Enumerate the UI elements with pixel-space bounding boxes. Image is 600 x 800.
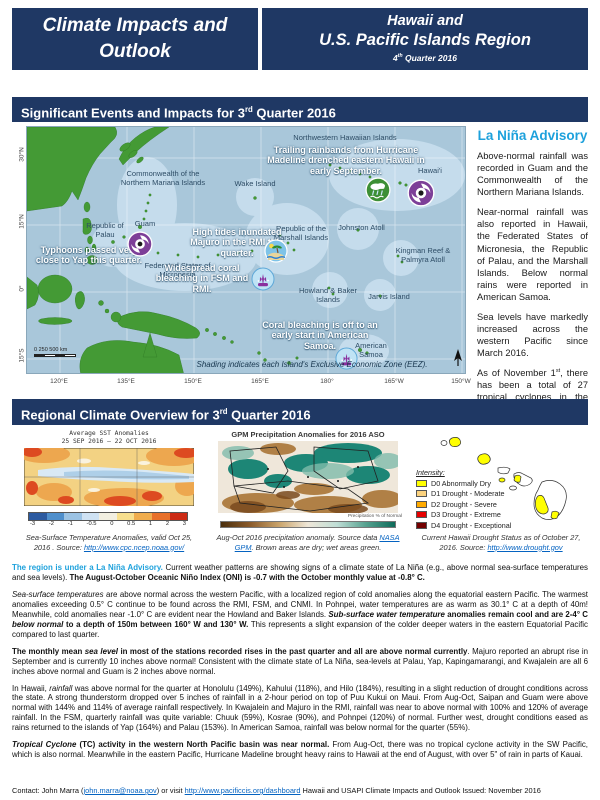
contact-footer: Contact: John Marra (john.marra@noaa.gov… — [12, 786, 541, 795]
gpm-colorbar — [220, 521, 396, 528]
north-arrow — [453, 349, 463, 372]
map-label-nwhi: Northwestern Hawaiian Islands — [293, 133, 397, 142]
graticule — [27, 127, 465, 373]
coral-bleaching-icon — [251, 267, 275, 296]
gpm-map-graphic — [218, 441, 398, 513]
map-label-johnston: Johnston Atoll — [338, 223, 385, 232]
pacific-map-graphic — [27, 127, 465, 373]
map-callout-majuro-tides: High tides inundated Majuro in the RMI t… — [190, 227, 284, 258]
section-overview-banner: Regional Climate Overview for 3rd Quarte… — [12, 399, 588, 425]
lat-tick: 15°N — [18, 214, 26, 229]
advisory-paragraph: Near-normal rainfall was also reported i… — [477, 207, 588, 302]
drought-legend: Intensity: D0 Abnormally Dry D1 Drought … — [416, 468, 511, 530]
legend-item: D3 Drought - Extreme — [416, 510, 511, 519]
lon-tick: 180° — [320, 378, 334, 385]
advisory-title: La Niña Advisory — [477, 128, 588, 143]
la-nina-advisory-panel: La Niña Advisory Above-normal rainfall w… — [477, 128, 588, 414]
map-label-wake: Wake Island — [234, 179, 276, 188]
lon-tick: 150°W — [451, 378, 471, 385]
lon-tick: 165°E — [251, 378, 269, 385]
legend-item: D2 Drought - Severe — [416, 500, 511, 509]
map-callout-madeline: Trailing rainbands from Hurricane Madeli… — [267, 145, 425, 176]
map-callout-coral-fsm: Widespread coral bleaching in FSM and RM… — [155, 263, 249, 294]
report-title: Climate Impacts and Outlook — [42, 15, 228, 62]
d1-swatch — [416, 490, 427, 497]
map-label-kingman: Kingman Reef & Palmyra Atoll — [395, 246, 451, 264]
advisory-paragraph: Sea levels have markedly increased acros… — [477, 311, 588, 359]
gpm-caption: Aug-Oct 2016 precipitation anomaly. Sour… — [216, 533, 400, 552]
map-label-fsm: Federated States of Micronesia — [144, 261, 211, 279]
scale-bar: 0 250 500 km — [34, 347, 76, 357]
section-events-banner: Significant Events and Impacts for 3rd Q… — [12, 97, 588, 122]
d3-swatch — [416, 511, 427, 518]
coral-bleaching-icon — [335, 347, 358, 373]
map-label-guam: Guam — [134, 219, 156, 228]
hurricane-icon — [407, 179, 435, 212]
legend-item: D4 Drought - Exceptional — [416, 521, 511, 530]
lon-tick: 150°E — [184, 378, 202, 385]
hurricane-icon — [127, 231, 153, 262]
sst-map-graphic — [24, 447, 194, 506]
paragraph-sst: Sea-surface temperatures are above norma… — [12, 589, 589, 639]
map-label-hawaii: Hawai'i — [418, 166, 442, 175]
map-label-jarvis: Jarvis Island — [368, 292, 410, 301]
report-title-box: Climate Impacts and Outlook — [12, 8, 258, 70]
d2-swatch — [416, 500, 427, 508]
drought-legend-title: Intensity: — [416, 468, 445, 477]
dashboard-link[interactable]: http://www.pacificcis.org/dashboard — [184, 786, 301, 795]
contact-email-link[interactable]: john.marra@noaa.gov — [83, 786, 157, 795]
map-label-cnmi: Commonwealth of the Northern Mariana Isl… — [120, 169, 206, 187]
sst-caption: Sea-Surface Temperature Anomalies, valid… — [25, 533, 193, 552]
figures-row: Average SST Anomalies 25 SEP 2016 – 22 OC… — [12, 430, 588, 562]
eez-note: Shading indicates each Island's Exclusiv… — [196, 360, 428, 369]
d4-swatch — [416, 521, 427, 529]
lat-tick: 0° — [18, 285, 26, 292]
drought-figure: Intensity: D0 Abnormally Dry D1 Drought … — [414, 430, 588, 562]
rainstorm-icon — [365, 177, 391, 208]
sst-source-link[interactable]: http://www.cpc.ncep.noaa.gov/ — [83, 542, 185, 552]
lon-tick: 135°E — [117, 378, 135, 385]
map-label-am-samoa: American Samoa — [355, 341, 387, 359]
map-canvas: Northwestern Hawaiian Islands Hawai'i Co… — [26, 126, 466, 374]
paragraph-tropical-cyclone: Tropical Cyclone (TC) activity in the we… — [12, 740, 588, 760]
region-title-box: Hawaii and U.S. Pacific Islands Region 4… — [262, 8, 588, 70]
paragraph-sea-level: The monthly mean sea level in most of th… — [12, 646, 588, 676]
advisory-paragraph: Above-normal rainfall was recorded in Gu… — [477, 151, 588, 198]
body-text: The region is under a La Niña Advisory. … — [12, 563, 588, 767]
drought-source-link[interactable]: http://www.drought.gov — [487, 542, 563, 552]
lat-tick: 15°S — [18, 348, 26, 363]
hawaii-drought-map — [440, 436, 567, 520]
gpm-colorbar-label: Precipitation % of Normal — [347, 514, 402, 519]
gpm-source-link[interactable]: NASA GPM — [234, 533, 400, 552]
map-callout-typhoons-yap: Typhoons passed very close to Yap this q… — [35, 245, 143, 266]
pacific-events-map: 30°N 15°N 0° 15°S 120°E 135°E 150°E 165°… — [12, 126, 471, 394]
map-callout-coral-samoa: Coral bleaching is off to an early start… — [262, 320, 378, 351]
sst-title: Average SST Anomalies 25 SEP 2016 – 22 OC… — [61, 430, 157, 445]
paragraph-rainfall: In Hawaii, rainfall was above normal for… — [12, 683, 588, 733]
landmasses — [27, 127, 428, 373]
lon-tick: 165°W — [384, 378, 404, 385]
quarter-subtitle: 4th Quarter 2016 — [393, 52, 457, 63]
sst-figure: Average SST Anomalies 25 SEP 2016 – 22 OC… — [18, 430, 200, 562]
gpm-title: GPM Precipitation Anomalies for 2016 ASO — [231, 430, 385, 439]
map-label-howland: Howland & Baker Islands — [299, 286, 357, 304]
map-label-palau: Republic of Palau — [86, 221, 124, 239]
legend-item: D1 Drought - Moderate — [416, 489, 511, 498]
lon-tick: 120°E — [50, 378, 68, 385]
legend-item: D0 Abnormally Dry — [416, 479, 511, 488]
map-label-rmi: Republic of the Marshall Islands — [273, 224, 329, 242]
gpm-figure: GPM Precipitation Anomalies for 2016 ASO — [208, 430, 408, 562]
region-title-line2: U.S. Pacific Islands Region — [319, 31, 531, 50]
d0-swatch — [416, 479, 427, 487]
drought-caption: Current Hawaii Drought Status as of Octo… — [421, 533, 581, 552]
region-title-line1: Hawaii and — [387, 13, 463, 29]
flooded-island-icon — [264, 239, 288, 268]
paragraph-advisory-summary: The region is under a La Niña Advisory. … — [12, 563, 588, 582]
lat-tick: 30°N — [18, 147, 26, 162]
